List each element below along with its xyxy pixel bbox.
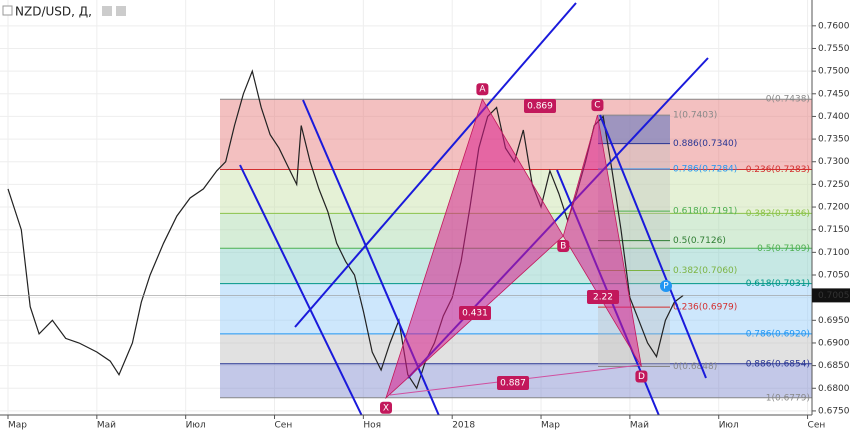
last-price-label: 0.7005 (818, 291, 850, 301)
fib-label: 1(0.6779) (766, 393, 810, 403)
last-price-tag (812, 288, 850, 303)
fib-label: 0.786(0.6920) (746, 329, 810, 339)
ratio-box (497, 376, 529, 390)
marker-badge (660, 280, 672, 292)
ratio-label: 2.22 (593, 293, 613, 303)
y-tick-label: 0.7400 (818, 112, 850, 122)
fib2-label: 0.236(0.6979) (673, 303, 737, 313)
y-tick-label: 0.7150 (818, 225, 850, 235)
fib2-label: 1(0.7403) (673, 111, 717, 121)
toolbar: NZD/USD, Д, (2, 5, 126, 19)
y-tick-label: 0.7450 (818, 89, 850, 99)
marker-label: P (663, 282, 669, 292)
point-label: X (383, 403, 389, 413)
fib2-label: 0.786(0.7284) (673, 164, 737, 174)
x-tick-label: Июл (719, 421, 739, 431)
x-tick-label: Сен (275, 421, 293, 431)
ratio-box (459, 306, 491, 320)
y-tick-label: 0.7300 (818, 157, 850, 167)
trend-line (239, 164, 364, 419)
fib-label: 0.236(0.7283) (746, 165, 810, 175)
y-tick-label: 0.7100 (818, 248, 850, 258)
fib2-label: 0.618(0.7191) (673, 207, 737, 217)
y-tick-label: 0.7350 (818, 135, 850, 145)
symbol-title: NZD/USD, Д, (15, 5, 92, 19)
y-tick-label: 0.6750 (818, 406, 850, 416)
x-tick-label: Май (630, 421, 649, 431)
point-badge (635, 370, 648, 383)
x-tick-label: Ноя (363, 421, 381, 431)
x-tick-label: Мар (541, 421, 560, 431)
fib-label: 0.382(0.7186) (746, 209, 810, 219)
fib2-label: 0.5(0.7126) (673, 236, 726, 246)
y-tick-label: 0.6800 (818, 384, 850, 394)
y-tick-label: 0.6950 (818, 316, 850, 326)
toolbar-button[interactable] (102, 6, 112, 16)
point-label: D (638, 372, 645, 382)
channel-line (294, 2, 577, 328)
fib-label: 0.886(0.6854) (746, 359, 810, 369)
fib2-label: 0(0.6848) (673, 362, 717, 372)
point-badge (476, 83, 489, 96)
fib-label: 0.5(0.7109) (757, 244, 810, 254)
point-badge (591, 99, 604, 112)
point-badge (557, 240, 570, 253)
point-label: A (479, 85, 486, 95)
x-tick-label: 2018 (452, 421, 475, 431)
y-tick-label: 0.6850 (818, 361, 850, 371)
point-badge (380, 401, 393, 414)
fib-label: 0.618(0.7031) (746, 279, 810, 289)
x-axis-bg (0, 415, 850, 432)
ratio-box (524, 99, 556, 113)
y-tick-label: 0.7050 (818, 271, 850, 281)
collapse-button[interactable] (2, 5, 13, 16)
y-axis-bg (812, 0, 850, 432)
y-tick-label: 0.7500 (818, 67, 850, 77)
x-tick-label: Сен (808, 421, 826, 431)
fib-label: 0(0.7438) (766, 95, 810, 105)
y-tick-label: 0.6900 (818, 338, 850, 348)
toolbar-button[interactable] (116, 6, 126, 16)
y-tick-label: 0.7600 (818, 21, 850, 31)
y-tick-label: 0.7550 (818, 44, 850, 54)
ratio-label: 0.887 (500, 379, 526, 389)
fib2-label: 0.886(0.7340) (673, 139, 737, 149)
x-tick-label: Мар (8, 421, 27, 431)
fib-band (220, 333, 812, 364)
point-label: C (594, 101, 600, 111)
trend-line (599, 114, 707, 379)
ratio-box (587, 290, 619, 304)
x-tick-label: Июл (186, 421, 206, 431)
ratio-label: 0.431 (462, 309, 488, 319)
y-tick-label: 0.7250 (818, 180, 850, 190)
pattern: 0.431 0.869 0.887 2.22 X A B C D P (380, 83, 672, 414)
y-tick-label: 0.7200 (818, 203, 850, 213)
ratio-label: 0.869 (527, 102, 553, 112)
x-tick-label: Май (97, 421, 116, 431)
point-label: B (560, 242, 566, 252)
fib2-label: 0.382(0.7060) (673, 266, 737, 276)
